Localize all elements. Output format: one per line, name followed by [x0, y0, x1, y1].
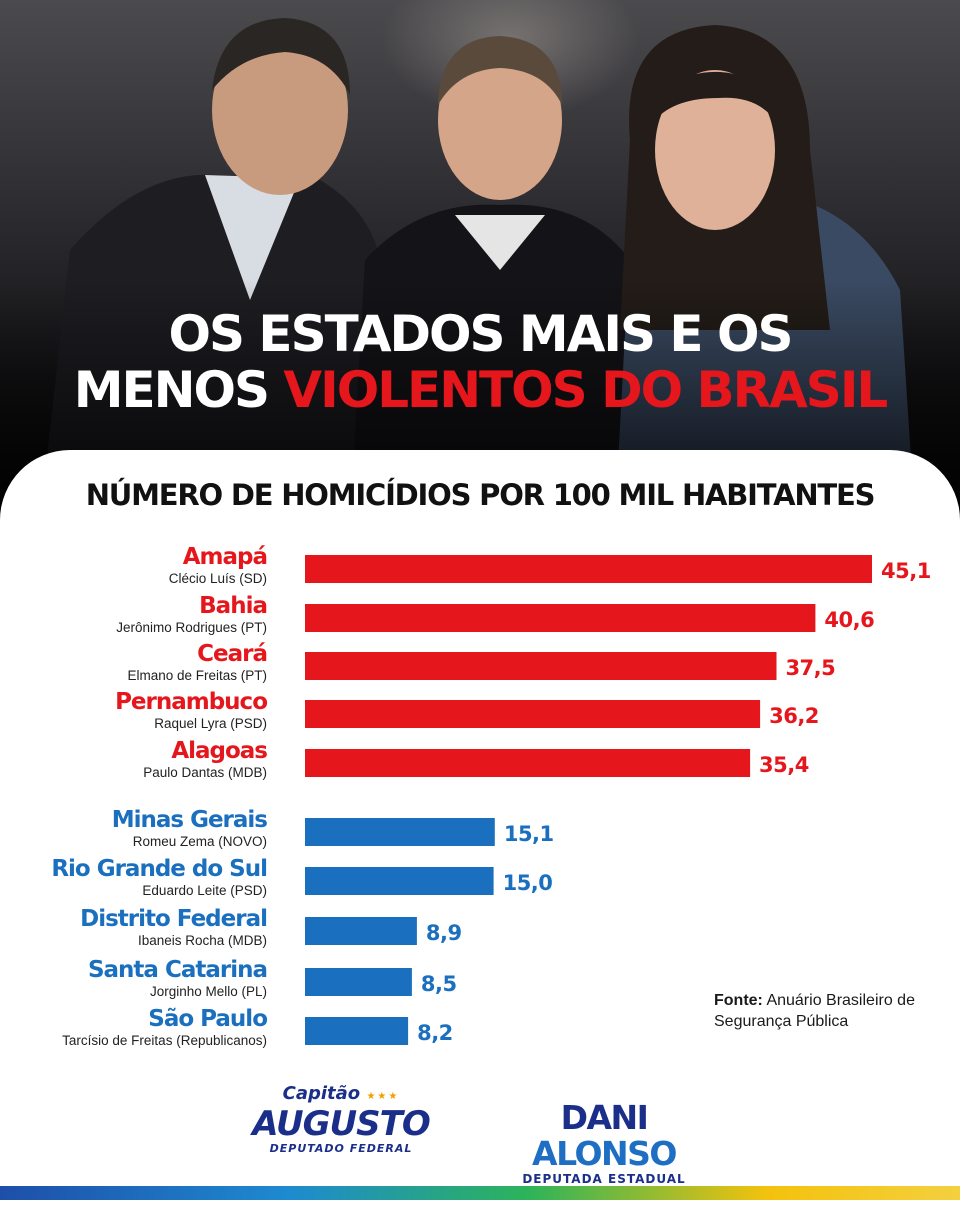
logo-right-line-1: DANI ALONSO	[484, 1100, 724, 1172]
hero-photo: OS ESTADOS MAIS E OS MENOS VIOLENTOS DO …	[0, 0, 960, 520]
governor-label: Raquel Lyra (PSD)	[154, 716, 267, 731]
value-label: 8,5	[421, 972, 457, 996]
state-label: Distrito Federal	[80, 906, 267, 932]
bar	[305, 917, 417, 945]
state-label: São Paulo	[148, 1006, 267, 1032]
state-label: Ceará	[197, 641, 267, 667]
logo-dani-alonso: DANI ALONSO DEPUTADA ESTADUAL	[484, 1100, 724, 1187]
state-label: Pernambuco	[115, 689, 267, 715]
state-label: Santa Catarina	[88, 957, 267, 983]
headline-line-1: OS ESTADOS MAIS E OS	[0, 306, 960, 362]
governor-label: Jorginho Mello (PL)	[150, 984, 267, 999]
governor-label: Elmano de Freitas (PT)	[127, 668, 267, 683]
logo-capitao-augusto: Capitão ★★★ AUGUSTO DEPUTADO FEDERAL	[246, 1085, 436, 1156]
source-text: Anuário Brasileiro de Segurança Pública	[714, 992, 915, 1030]
bar	[305, 700, 761, 728]
headline-white-part: MENOS	[73, 361, 270, 419]
governor-label: Tarcísio de Freitas (Republicanos)	[62, 1033, 267, 1048]
value-label: 36,2	[769, 704, 819, 728]
bar	[305, 749, 751, 777]
governor-label: Romeu Zema (NOVO)	[133, 834, 267, 849]
value-label: 40,6	[824, 608, 874, 632]
value-label: 8,9	[426, 921, 462, 945]
value-label: 35,4	[759, 753, 809, 777]
logo-left-line-1-text: Capitão	[282, 1083, 361, 1104]
governor-label: Eduardo Leite (PSD)	[142, 883, 267, 898]
logo-right-line-2: DEPUTADA ESTADUAL	[522, 1172, 686, 1186]
value-label: 45,1	[881, 559, 931, 583]
logo-left-line-2: AUGUSTO	[252, 1104, 431, 1144]
state-label: Bahia	[199, 593, 267, 619]
bar	[305, 1017, 409, 1045]
state-label: Alagoas	[171, 738, 267, 764]
bar	[305, 818, 495, 846]
value-label: 8,2	[417, 1021, 453, 1045]
headline-line-1-text: OS ESTADOS MAIS E OS	[168, 305, 794, 363]
logo-right-last: ALONSO	[532, 1134, 677, 1173]
value-label: 37,5	[785, 656, 835, 680]
state-label: Amapá	[183, 544, 267, 570]
governor-label: Paulo Dantas (MDB)	[143, 765, 267, 780]
governor-label: Ibaneis Rocha (MDB)	[138, 933, 267, 948]
logo-left-line-3: DEPUTADO FEDERAL	[269, 1142, 413, 1155]
governor-label: Clécio Luís (SD)	[169, 571, 267, 586]
star-icon: ★★★	[366, 1091, 400, 1102]
governor-label: Jerônimo Rodrigues (PT)	[116, 620, 267, 635]
bar	[305, 604, 816, 632]
source-label: Fonte:	[714, 992, 763, 1009]
bar	[305, 555, 872, 583]
state-label: Minas Gerais	[112, 807, 268, 833]
state-label: Rio Grande do Sul	[51, 856, 267, 882]
logo-left-line-1: Capitão ★★★	[246, 1085, 436, 1106]
headline-line-2: MENOS VIOLENTOS DO BRASIL	[0, 362, 960, 418]
bar	[305, 968, 412, 996]
value-label: 15,1	[504, 822, 554, 846]
bar	[305, 867, 494, 895]
headline-red-part: VIOLENTOS DO BRASIL	[283, 361, 888, 419]
color-stripe	[0, 1186, 960, 1200]
source-note: Fonte: Anuário Brasileiro de Segurança P…	[714, 990, 934, 1032]
chart-title: NÚMERO DE HOMICÍDIOS POR 100 MIL HABITAN…	[85, 478, 876, 512]
bar	[305, 652, 777, 680]
logo-right-first: DANI	[560, 1098, 649, 1137]
value-label: 15,0	[503, 871, 553, 895]
